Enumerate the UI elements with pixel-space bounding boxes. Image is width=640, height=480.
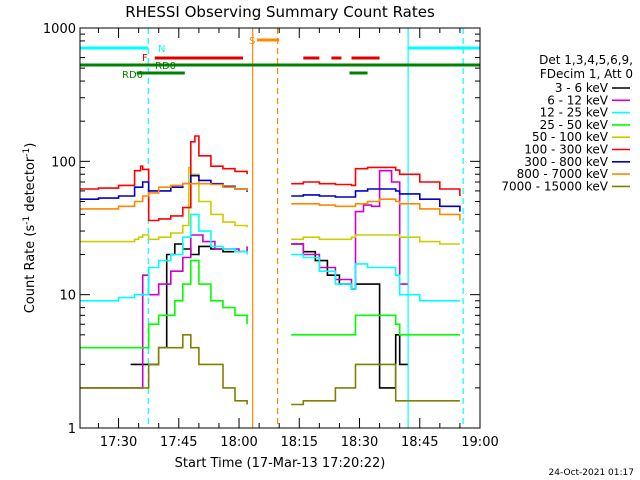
series-layer <box>80 135 461 406</box>
legend-item-label: 100 - 300 keV <box>524 143 608 157</box>
x-tick-label: 19:00 <box>461 435 498 450</box>
y-axis-label-mid: detector <box>23 156 38 216</box>
x-tick-label: 17:30 <box>100 435 137 450</box>
y-axis-label-main: Count Rate (s <box>23 225 38 314</box>
legend-item-label: 12 - 25 keV <box>540 106 609 120</box>
x-tick-label: 18:15 <box>281 435 318 450</box>
y-tick-labels: 1 10 100 1000 <box>43 22 76 437</box>
status-bar-label: S <box>249 36 255 47</box>
series-line-3 <box>80 213 460 302</box>
series-line-5 <box>80 166 460 245</box>
y-tick-label: 1 <box>68 422 76 437</box>
status-bar-label: RD0 <box>155 61 176 72</box>
legend-item-label: 50 - 100 keV <box>532 130 609 144</box>
plot-frame <box>79 27 481 429</box>
y-axis-label-sup: -1 <box>22 216 32 225</box>
x-axis-label: Start Time (17-Mar-13 17:20:22) <box>175 456 386 471</box>
legend-item-label: 800 - 7000 keV <box>517 167 609 181</box>
legend: Det 1,3,4,5,6,9, FDecim 1, Att 0 3 - 6 k… <box>501 53 633 193</box>
status-bars: N S F RD0 RD6 <box>80 36 480 81</box>
y-axis-label-sup-2: -1 <box>22 148 32 157</box>
y-axis-label-end: ) <box>23 143 38 148</box>
data-gaps <box>249 28 290 428</box>
legend-item-label: 25 - 50 keV <box>540 118 609 132</box>
x-tick-label: 18:45 <box>401 435 438 450</box>
legend-item-label: 3 - 6 keV <box>555 81 609 95</box>
series-line-4 <box>80 259 460 349</box>
legend-item-label: 7000 - 15000 keV <box>501 179 608 193</box>
legend-header-1: Det 1,3,4,5,6,9, <box>539 53 633 67</box>
y-tick-label: 1000 <box>43 22 76 37</box>
series-line-9 <box>80 334 460 406</box>
status-bar-label: F <box>142 53 148 64</box>
x-tick-label: 17:45 <box>160 435 197 450</box>
x-tick-label: 18:30 <box>341 435 378 450</box>
series-line-6 <box>80 135 461 222</box>
y-axis-label: Count Rate (s-1 detector-1) <box>22 143 38 314</box>
footer-timestamp: 24-Oct-2021 01:17 <box>549 468 634 478</box>
y-tick-label: 10 <box>59 289 76 304</box>
x-tick-labels: 17:30 17:45 18:00 18:15 18:30 18:45 19:00 <box>100 435 499 450</box>
series-line-8 <box>80 182 461 221</box>
legend-item-label: 6 - 12 keV <box>547 93 609 107</box>
chart-title: RHESSI Observing Summary Count Rates <box>125 3 435 21</box>
legend-item-label: 300 - 800 keV <box>524 155 608 169</box>
vertical-markers <box>147 28 464 428</box>
x-tick-label: 18:00 <box>220 435 257 450</box>
y-tick-label: 100 <box>51 155 76 170</box>
status-bar-label: RD6 <box>122 70 143 81</box>
status-bar-label: N <box>158 44 165 55</box>
data-gap-0 <box>249 28 290 428</box>
legend-header-2: FDecim 1, Att 0 <box>540 67 633 81</box>
